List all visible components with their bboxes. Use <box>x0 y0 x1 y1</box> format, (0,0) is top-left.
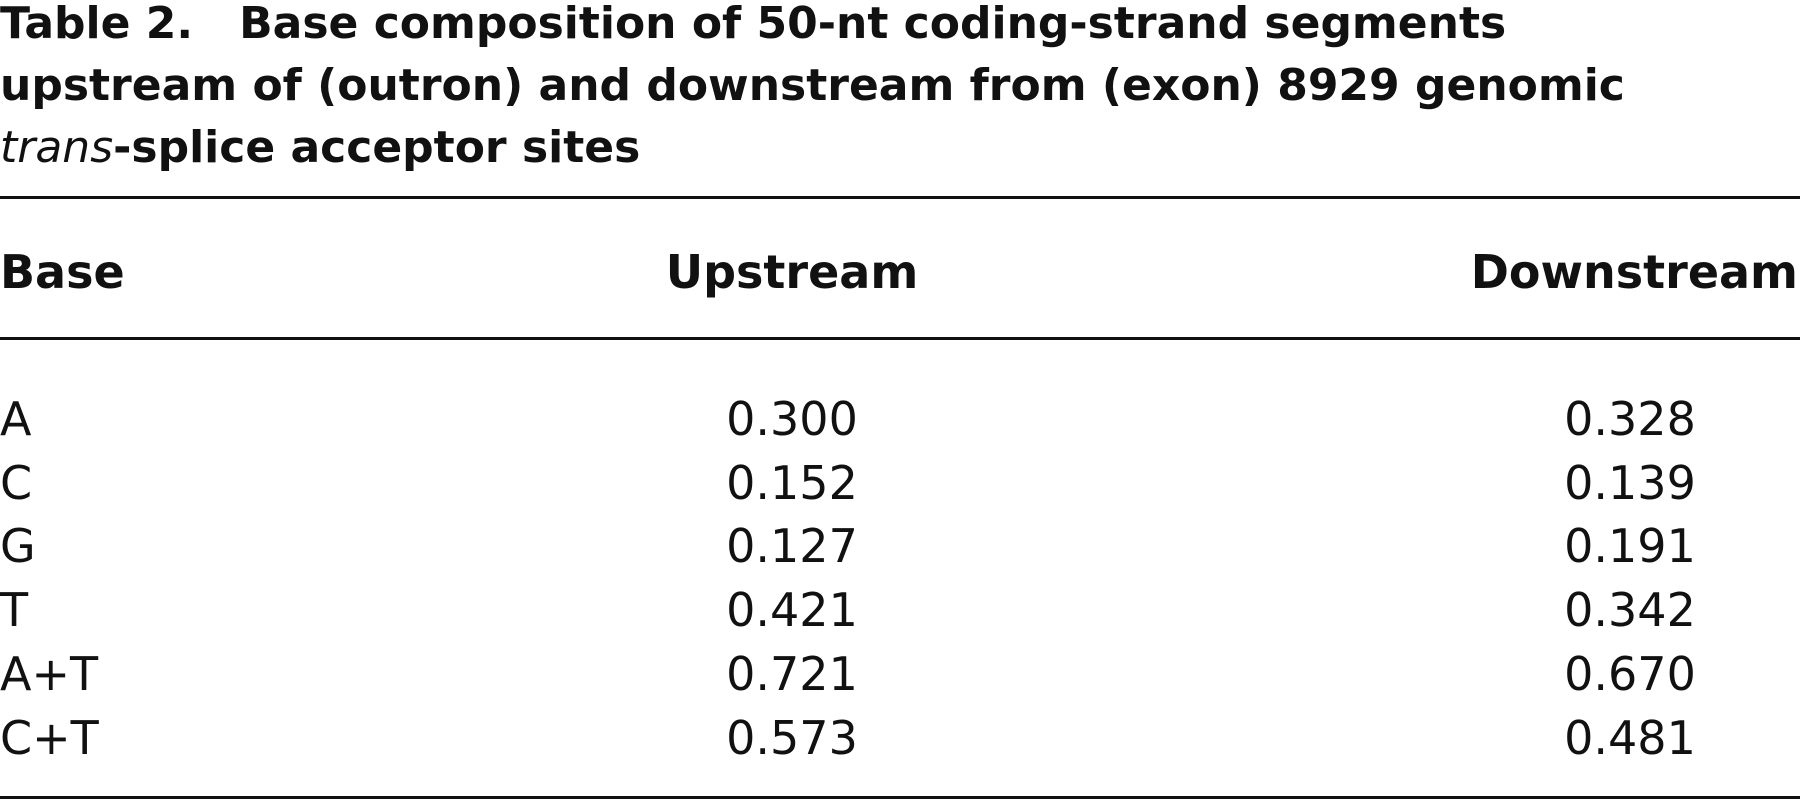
cell-value: 0.481 <box>1564 710 1696 765</box>
cell-value: 0.342 <box>1564 583 1696 638</box>
caption: upstream of (outron) and downstream from… <box>0 60 1625 111</box>
cell-value: 0.152 <box>726 455 858 510</box>
table-label: Table 2. <box>0 0 194 49</box>
cell-value: 0.139 <box>1564 455 1696 510</box>
row-label: C+T <box>0 710 99 765</box>
top-rule <box>0 196 1800 199</box>
cell-value: 0.721 <box>726 646 858 701</box>
column-header: Downstream <box>1470 245 1798 299</box>
title-line: trans-splice acceptor sites <box>0 126 640 170</box>
cell-value: 0.127 <box>726 519 858 574</box>
row-label: A <box>0 392 32 446</box>
cell-value: 0.573 <box>726 710 858 765</box>
cell-value: 0.300 <box>726 392 858 446</box>
row-label: A+T <box>0 646 99 701</box>
column-header: Upstream <box>665 245 919 299</box>
row-label: C <box>0 455 33 510</box>
cell-value: 0.191 <box>1564 519 1696 574</box>
row-label: T <box>0 583 29 638</box>
bottom-rule <box>0 796 1800 799</box>
cell-value: 0.670 <box>1564 646 1696 701</box>
row-label: G <box>0 519 36 574</box>
cell-value: 0.328 <box>1564 392 1696 446</box>
caption: -splice acceptor sites <box>113 122 641 173</box>
column-header: Base <box>0 245 125 299</box>
caption-italic: trans <box>0 122 114 173</box>
header-rule <box>0 337 1800 340</box>
title-line: Table 2. Base composition of 50-nt coding… <box>0 2 1506 46</box>
caption: Base composition of 50-nt coding-strand … <box>239 0 1507 49</box>
cell-value: 0.421 <box>726 583 858 638</box>
